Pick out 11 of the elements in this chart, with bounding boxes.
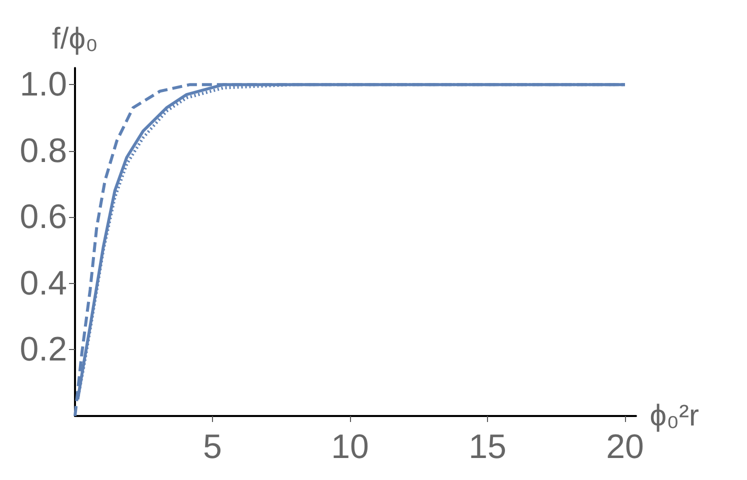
y-tick-label: 1.0 (20, 66, 67, 104)
y-tick-label: 0.2 (20, 330, 67, 369)
y-tick-label: 0.8 (20, 132, 67, 170)
y-axis-title: f/ϕ₀ (52, 22, 98, 56)
y-tick-label: 0.6 (20, 198, 67, 236)
x-axis-title: ϕ₀²r (650, 400, 700, 432)
x-tick-label: 20 (606, 428, 644, 466)
x-tick-label: 10 (331, 428, 369, 466)
y-tick-label: 0.4 (20, 264, 67, 302)
x-tick-label: 5 (203, 428, 222, 466)
x-tick-label: 15 (468, 428, 506, 466)
